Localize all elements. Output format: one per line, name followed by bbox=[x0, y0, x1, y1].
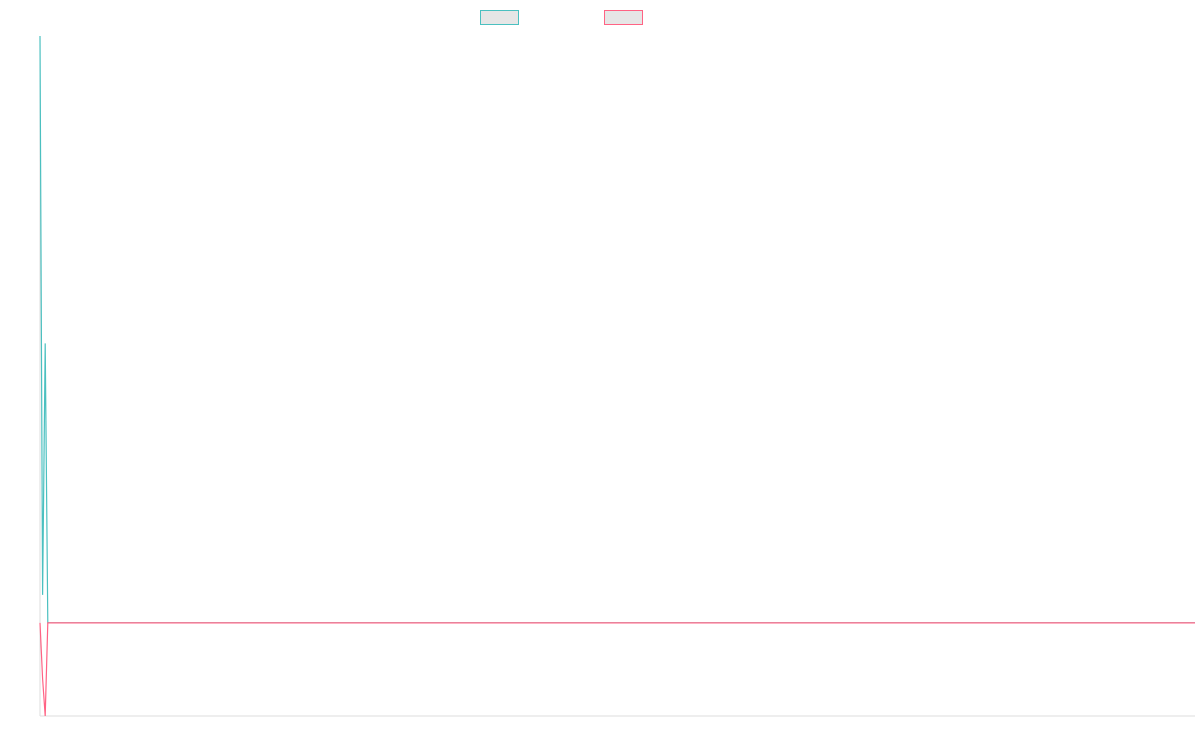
series-line-1 bbox=[39, 35, 1195, 624]
series-lines bbox=[39, 35, 1195, 717]
legend-item-series-1[interactable] bbox=[480, 9, 525, 26]
legend-swatch-series-1[interactable] bbox=[480, 10, 519, 25]
legend-item-series-2[interactable] bbox=[604, 9, 649, 26]
axes bbox=[39, 36, 1195, 717]
series-line-2 bbox=[39, 622, 1195, 717]
chart-legend bbox=[0, 9, 1200, 27]
legend-swatch-series-2[interactable] bbox=[604, 10, 643, 25]
